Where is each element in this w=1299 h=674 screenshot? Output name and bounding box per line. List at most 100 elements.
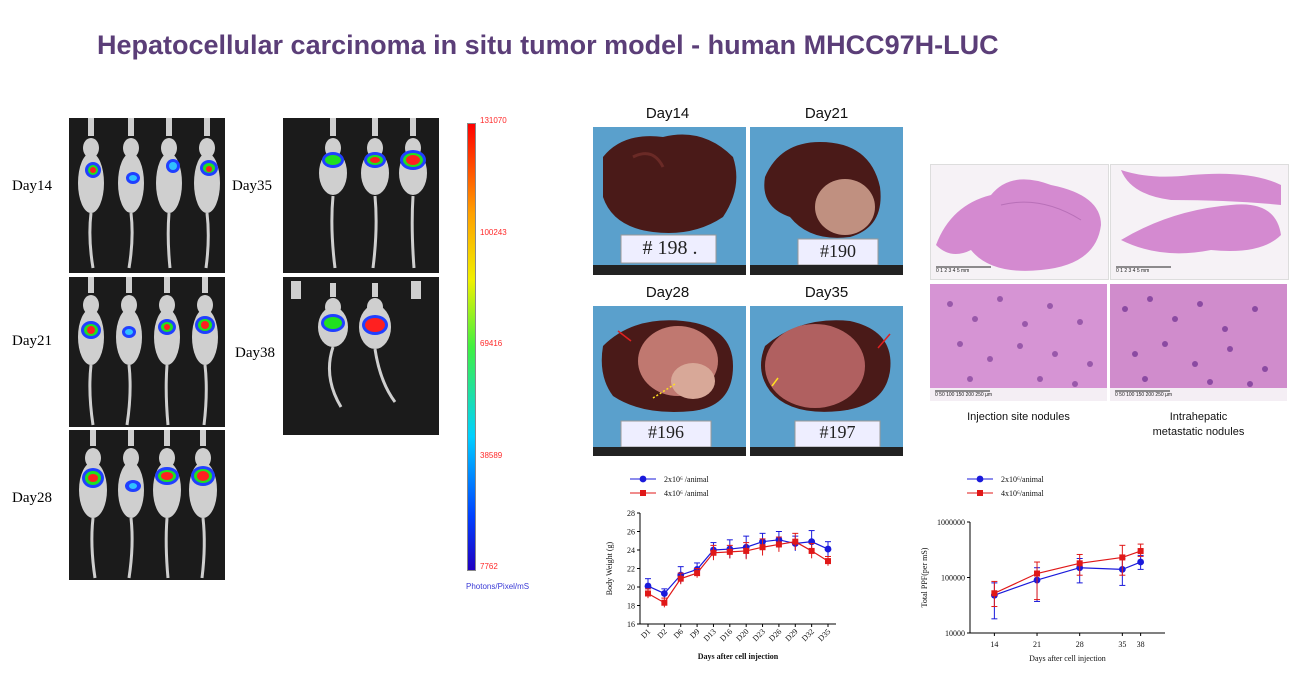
histology-low-left-graphic: [936, 179, 1101, 271]
histology-high-mag-metastatic: 0 50 100 150 200 250 µm: [1110, 284, 1287, 401]
bw-y-axis-label: Body Weight (g): [605, 541, 614, 595]
liver-photo-day21: #190: [750, 127, 903, 275]
bw-ytick-label-0: 16: [627, 620, 635, 629]
legend-marker-0: [639, 475, 647, 483]
ppf-xtick-label-3: 35: [1118, 640, 1126, 649]
histology-high-left-graphic: [930, 284, 1107, 401]
histology-caption-metastatic-line1: Intrahepatic: [1169, 411, 1228, 423]
legend-marker-1: [640, 490, 646, 496]
scale-bar-um-left: 0 50 100 150 200 250 µm: [935, 392, 993, 398]
colorbar-tick-3: 38589: [480, 451, 503, 460]
bw-ytick-label-6: 28: [627, 509, 635, 518]
bw-point-0-1: [660, 590, 668, 597]
liver-tag-190: #190: [820, 241, 856, 261]
bw-xtick-label-9: D29: [784, 627, 800, 643]
bw-xtick-label-8: D26: [767, 627, 783, 643]
liver-tag-198: # 198 .: [642, 237, 698, 259]
bw-point-1-4: [710, 549, 717, 556]
ivis-label-day28: Day28: [12, 490, 52, 506]
ppf-xtick-label-0: 14: [990, 640, 998, 649]
mice-day28-graphic: [79, 430, 217, 579]
histology-caption-injection: Injection site nodules: [967, 411, 1070, 423]
bw-xtick-label-0: D1: [639, 627, 652, 640]
liver-label-day35: Day35: [804, 284, 849, 301]
scale-bar-mm-left: 0 1 2 3 4 5 mm: [936, 268, 970, 274]
liver-label-day14: Day14: [645, 105, 690, 122]
mice-day35-graphic: [319, 118, 427, 269]
ppf-point-0-4: [1137, 558, 1145, 566]
colorbar-unit: Photons/Pixel/mS: [466, 582, 530, 591]
histology-low-mag-metastatic: 0 1 2 3 4 5 mm: [1110, 164, 1289, 280]
ppf-x-axis-label: Days after cell injection: [1029, 654, 1106, 663]
bw-point-1-3: [694, 570, 701, 577]
ivis-label-day21: Day21: [12, 333, 52, 349]
liver-day14-graphic: [593, 134, 746, 275]
liver-day28-graphic: [593, 320, 746, 456]
legend-label-0: 2x10⁶ /animal: [664, 475, 710, 484]
ppf-point-1-3: [1119, 554, 1126, 561]
legend-marker-1: [977, 490, 983, 496]
legend-label-1: 4x10⁶ /animal: [664, 489, 710, 498]
bw-x-axis-label: Days after cell injection: [698, 652, 779, 661]
liver-day35-graphic: [750, 320, 903, 456]
bw-point-1-2: [677, 575, 684, 582]
liver-photo-day28: #196: [593, 306, 746, 456]
bw-ytick-label-1: 18: [627, 602, 635, 611]
mice-day21-graphic: [78, 277, 218, 426]
bw-xtick-label-6: D20: [734, 627, 750, 643]
ppf-point-1-1: [1034, 570, 1041, 577]
bw-series-line-1: [647, 541, 829, 604]
page-title: Hepatocellular carcinoma in situ tumor m…: [97, 30, 999, 60]
ppf-ytick-label-2: 1000000: [937, 518, 965, 527]
ppf-xtick-label-1: 21: [1033, 640, 1041, 649]
bw-ytick-label-4: 24: [627, 546, 635, 555]
ivis-image-day21: [69, 277, 225, 427]
body-weight-chart: 2x10⁶ /animal 4x10⁶ /animal 16 18 20 22 24 26 28…: [605, 475, 836, 661]
bw-xtick-label-3: D9: [688, 627, 701, 640]
bw-point-0-0: [644, 582, 652, 590]
scale-bar-um-right: 0 50 100 150 200 250 µm: [1115, 392, 1173, 398]
legend-marker-0: [976, 475, 984, 483]
luminescence-color-bar: [467, 123, 476, 571]
scale-bar-mm-right: 0 1 2 3 4 5 mm: [1116, 268, 1150, 274]
ppf-series-line-0: [994, 561, 1141, 596]
ivis-image-day38: [283, 277, 439, 435]
bw-ytick-label-5: 26: [627, 528, 635, 537]
bw-xtick-label-5: D16: [718, 627, 734, 643]
bw-point-1-11: [825, 558, 831, 565]
bw-point-1-10: [808, 547, 815, 554]
bw-point-1-7: [759, 544, 766, 551]
ppf-point-1-2: [1076, 560, 1083, 567]
ppf-xtick-label-2: 28: [1076, 640, 1084, 649]
bw-xtick-label-1: D2: [655, 627, 668, 640]
bw-ytick-label-3: 22: [627, 565, 635, 574]
bw-xtick-label-7: D23: [751, 627, 767, 643]
colorbar-tick-4: 7762: [480, 562, 498, 571]
bw-point-1-9: [792, 538, 799, 545]
liver-tag-197: #197: [819, 422, 856, 442]
liver-day21-graphic: [750, 142, 903, 275]
liver-photo-day14: # 198 .: [593, 127, 746, 275]
legend-label-1: 4x10⁶/animal: [1001, 489, 1045, 498]
liver-photo-day35: #197: [750, 306, 903, 456]
colorbar-tick-0: 131070: [480, 116, 507, 125]
liver-tag-196: #196: [648, 422, 684, 442]
bw-xtick-label-4: D13: [702, 627, 718, 643]
histology-caption-metastatic-line2: metastatic nodules: [1152, 426, 1245, 438]
bw-ytick-label-2: 20: [627, 583, 635, 592]
legend-label-0: 2x10⁶/animal: [1001, 475, 1045, 484]
total-ppf-chart: 2x10⁶/animal 4x10⁶/animal 10000 100000 10000…: [920, 475, 1165, 663]
ivis-image-day14: [69, 118, 225, 273]
histology-low-right-graphic: [1116, 170, 1281, 268]
ivis-label-day35: Day35: [232, 178, 272, 194]
bw-point-1-1: [661, 599, 668, 606]
mice-day38-graphic: [291, 281, 421, 408]
bw-point-0-11: [824, 545, 832, 553]
ivis-label-day38: Day38: [235, 345, 275, 361]
bw-xtick-label-11: D35: [816, 627, 832, 643]
bw-point-1-0: [645, 590, 651, 597]
histology-high-right-graphic: [1110, 284, 1287, 401]
colorbar-tick-1: 100243: [480, 228, 507, 237]
bw-series-line-0: [647, 539, 829, 595]
ppf-point-1-0: [991, 590, 998, 597]
